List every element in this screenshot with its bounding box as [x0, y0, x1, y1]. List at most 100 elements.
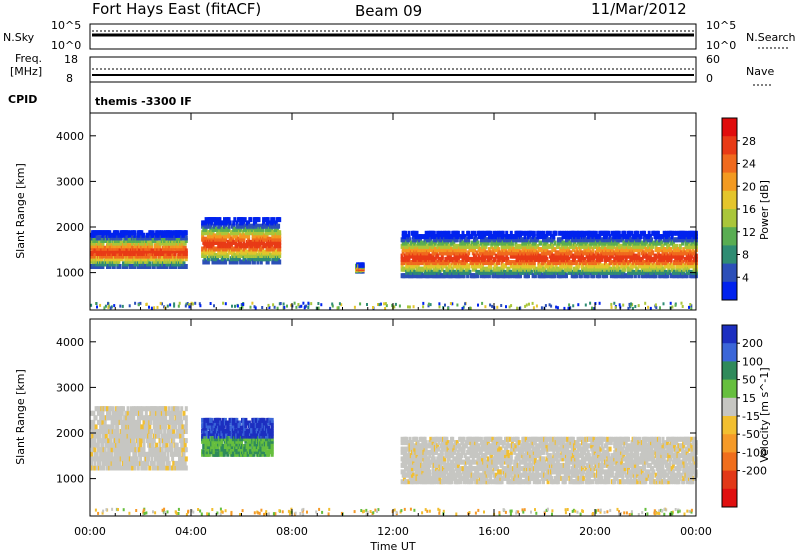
range-gate-cell — [278, 217, 281, 222]
noise-cell — [577, 303, 579, 306]
noise-cell — [294, 302, 296, 305]
range-gate-cell — [139, 456, 142, 461]
power-scatter-layer — [90, 217, 698, 310]
noise-cell — [663, 302, 665, 305]
noise-cell — [549, 303, 551, 306]
noise-cell — [671, 306, 673, 309]
noise-cell — [283, 303, 285, 306]
noise-cell — [532, 302, 534, 305]
noise-cell — [413, 305, 415, 308]
range-gate-cell — [149, 420, 152, 425]
range-gate-cell — [104, 447, 107, 452]
noise-cell — [320, 303, 322, 306]
range-gate-cell — [93, 447, 96, 452]
range-gate-cell — [185, 456, 188, 461]
noise-cell — [670, 302, 672, 305]
noise-cell — [185, 305, 187, 308]
range-gate-cell — [362, 262, 365, 267]
plot-title: Fort Hays East (fitACF) — [92, 0, 261, 18]
noise-cell — [129, 304, 131, 307]
noise-cell — [295, 306, 297, 309]
range-gate-cell — [137, 466, 140, 471]
range-gate-cell — [533, 231, 536, 236]
range-gate-cell — [133, 466, 136, 471]
nsky-panel: N.Sky 10^5 10^0 10^5 10^0 N.Search — [3, 19, 796, 52]
noise-cell — [407, 305, 409, 308]
noise-cell — [428, 303, 430, 306]
range-gate-cell — [168, 461, 171, 466]
range-gate-cell — [185, 429, 188, 434]
noise-cell — [192, 303, 194, 306]
noise-cell — [138, 303, 140, 306]
noise-cell — [599, 302, 601, 305]
range-gate-cell — [101, 411, 104, 416]
power-x-axis — [90, 113, 696, 310]
noise-cell — [169, 303, 171, 306]
noise-cell — [682, 305, 684, 308]
noise-cell — [307, 302, 309, 305]
range-gate-cell — [168, 406, 171, 411]
range-gate-cell — [185, 447, 188, 452]
noise-cell — [307, 306, 309, 309]
noise-cell — [447, 307, 449, 310]
range-gate-cell — [140, 411, 143, 416]
nsearch-log-bottom-tick: 10^0 — [706, 39, 736, 52]
freq-panel: Freq. [MHz] 18 8 60 0 Nave — [10, 52, 774, 85]
noise-cell — [393, 305, 395, 308]
noise-cell — [491, 305, 493, 308]
nave-label: Nave — [746, 65, 774, 78]
range-gate-cell — [116, 429, 119, 434]
range-gate-cell — [179, 415, 182, 420]
noise-cell — [526, 304, 528, 307]
range-gate-cell — [183, 411, 186, 416]
range-gate-cell — [127, 406, 130, 411]
noise-cell — [655, 306, 657, 309]
noise-cell — [589, 302, 591, 305]
range-gate-cell — [160, 429, 163, 434]
range-gate-cell — [151, 456, 154, 461]
noise-cell — [568, 303, 570, 306]
noise-cell — [151, 307, 153, 310]
range-gate-cell — [168, 438, 171, 443]
range-gate-cell — [161, 447, 164, 452]
noise-cell — [632, 307, 634, 310]
range-gate-cell — [164, 424, 167, 429]
noise-cell — [383, 302, 385, 305]
noise-cell — [422, 305, 424, 308]
noise-cell — [444, 304, 446, 307]
noise-cell — [231, 305, 233, 308]
range-gate-cell — [164, 406, 167, 411]
range-gate-cell — [185, 424, 188, 429]
range-gate-cell — [249, 217, 252, 222]
noise-cell — [385, 302, 387, 305]
noise-cell — [338, 306, 340, 309]
range-gate-cell — [171, 415, 174, 420]
range-gate-cell — [408, 231, 411, 236]
noise-cell — [536, 305, 538, 308]
noise-cell — [329, 307, 331, 310]
y-tick-label: 4000 — [56, 130, 84, 143]
noise-cell — [572, 304, 574, 307]
nave-tick-bottom: 0 — [706, 72, 713, 85]
noise-cell — [634, 305, 636, 308]
noise-cell — [659, 306, 661, 309]
range-gate-cell — [165, 443, 168, 448]
range-gate-cell — [167, 452, 170, 457]
range-gate-cell — [185, 264, 188, 269]
range-gate-cell — [153, 438, 156, 443]
range-gate-cell — [148, 261, 151, 266]
noise-cell — [277, 307, 279, 310]
range-gate-cell — [139, 443, 142, 448]
noise-cell — [379, 303, 381, 306]
noise-cell — [210, 302, 212, 305]
noise-cell — [283, 306, 285, 309]
range-gate-cell — [93, 438, 96, 443]
noise-cell — [148, 306, 150, 309]
range-gate-cell — [155, 443, 158, 448]
noise-cell — [438, 302, 440, 305]
nsearch-log-top-tick: 10^5 — [706, 19, 736, 32]
nsky-label: N.Sky — [3, 31, 35, 44]
noise-cell — [119, 305, 121, 308]
noise-cell — [456, 304, 458, 307]
range-gate-cell — [183, 452, 186, 457]
